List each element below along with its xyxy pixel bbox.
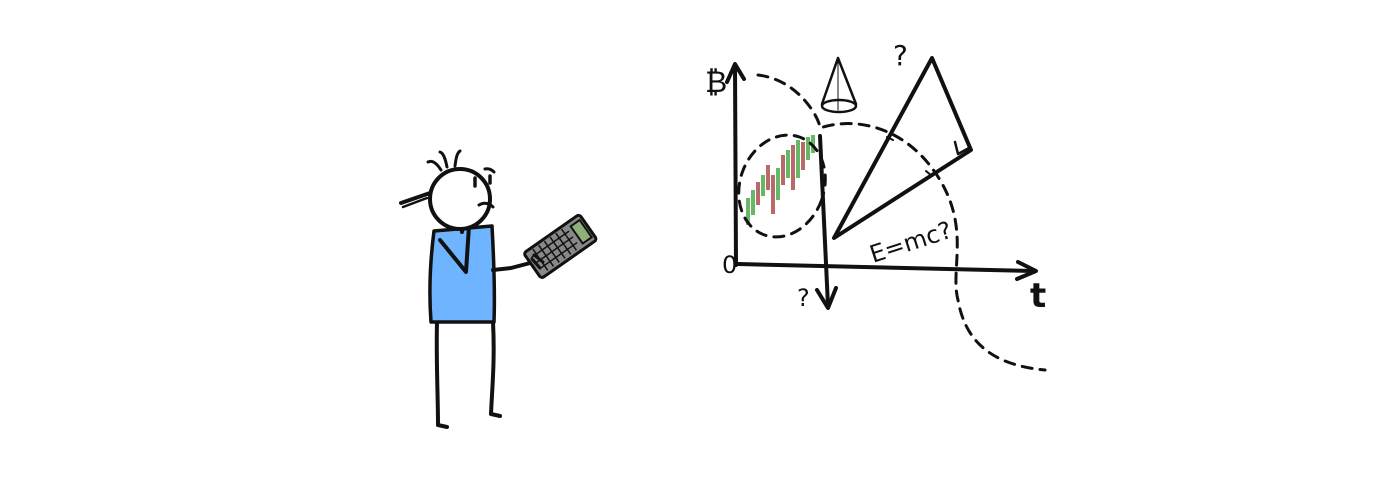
candlestick xyxy=(781,155,785,185)
y-axis-symbol: ₿ xyxy=(705,65,727,100)
pencil xyxy=(399,191,432,205)
cone-icon xyxy=(820,56,858,114)
candlestick xyxy=(791,145,795,190)
candlestick xyxy=(771,175,775,214)
candlestick xyxy=(761,175,765,196)
hair xyxy=(426,149,462,172)
candlestick xyxy=(796,140,800,178)
x-axis-label: t xyxy=(1030,276,1046,316)
candlestick xyxy=(766,165,770,190)
extended-arm xyxy=(491,260,536,272)
candlestick xyxy=(756,182,760,205)
stick-figure xyxy=(399,149,536,429)
x-axis xyxy=(736,262,1036,273)
right-triangle xyxy=(832,56,973,240)
candlestick xyxy=(751,190,755,215)
candlesticks xyxy=(746,135,815,225)
mouth xyxy=(477,201,495,209)
top-question-mark: ? xyxy=(893,39,908,72)
candlestick xyxy=(806,137,810,160)
down-arrow xyxy=(818,134,830,308)
candlestick xyxy=(786,150,790,178)
right-leg xyxy=(489,320,502,418)
dashed-curve xyxy=(756,73,1047,372)
left-leg xyxy=(434,320,449,429)
candlestick xyxy=(746,198,750,225)
formula: E=mc? xyxy=(866,216,955,269)
candlestick xyxy=(801,142,805,170)
raised-arm xyxy=(438,224,471,274)
y-axis xyxy=(733,64,738,267)
calculator-screen xyxy=(569,218,594,245)
brow xyxy=(483,167,496,174)
hand xyxy=(530,253,545,270)
sketch-chart: ₿ 0 t ? ? E=mc? xyxy=(705,39,1047,372)
origin-label: 0 xyxy=(722,251,737,279)
calculator xyxy=(523,213,598,279)
head xyxy=(428,167,492,231)
candlestick xyxy=(776,168,780,200)
down-question-mark: ? xyxy=(797,284,810,312)
